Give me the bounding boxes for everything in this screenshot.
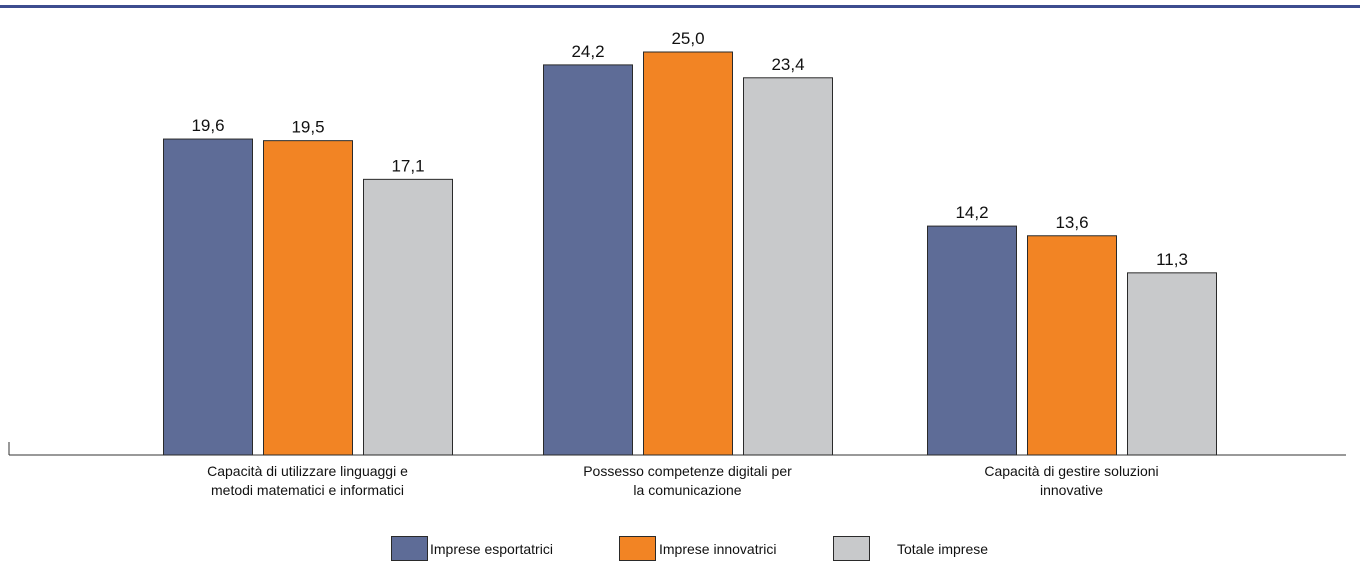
data-label: 23,4	[771, 55, 804, 74]
data-label: 25,0	[671, 29, 704, 48]
bar	[363, 178, 453, 456]
category-label: Possesso competenze digitali per	[583, 463, 792, 479]
data-label: 14,2	[955, 203, 988, 222]
bar	[543, 64, 633, 456]
category-label: la comunicazione	[633, 482, 741, 498]
category-label: Capacità di gestire soluzioni	[984, 463, 1158, 479]
legend-swatch	[833, 536, 870, 561]
category-label: innovative	[1040, 482, 1103, 498]
data-label: 11,3	[1156, 250, 1188, 269]
bar	[927, 225, 1017, 456]
data-label: 13,6	[1055, 213, 1088, 232]
bar	[1027, 235, 1117, 456]
bar	[163, 138, 253, 456]
category-label: Capacità di utilizzare linguaggi e	[207, 463, 408, 479]
top-rule	[0, 5, 1360, 8]
bar	[263, 140, 353, 456]
data-label: 17,1	[391, 156, 424, 175]
data-label: 24,2	[571, 42, 604, 61]
legend-label: Imprese esportatrici	[430, 541, 553, 557]
bar	[743, 77, 833, 456]
legend-label: Imprese innovatrici	[659, 541, 777, 557]
category-label: metodi matematici e informatici	[211, 482, 404, 498]
bar	[1127, 272, 1217, 456]
data-label: 19,6	[191, 116, 224, 135]
legend-swatch	[391, 536, 428, 561]
legend-swatch	[619, 536, 656, 561]
bar	[643, 51, 733, 456]
data-label: 19,5	[291, 118, 324, 137]
legend-label: Totale imprese	[897, 541, 988, 557]
